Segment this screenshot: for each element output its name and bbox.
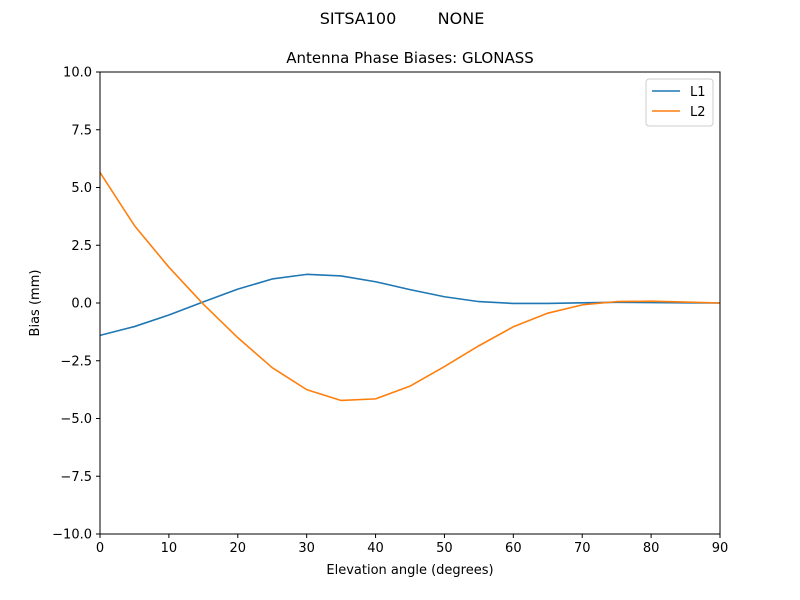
x-tick-label: 40	[367, 541, 384, 556]
x-tick-label: 10	[161, 541, 178, 556]
y-tick-label: 0.0	[71, 297, 92, 312]
x-tick-label: 60	[505, 541, 522, 556]
legend-label-l2: L2	[690, 105, 706, 120]
y-axis-label: Bias (mm)	[28, 270, 43, 337]
figure-suptitle-right: NONE	[438, 9, 485, 28]
legend-label-l1: L1	[690, 85, 706, 100]
y-tick-label: −5.0	[60, 412, 92, 427]
series-line-l2	[99, 172, 721, 402]
x-tick-label: 80	[643, 541, 660, 556]
y-tick-label: 5.0	[71, 181, 92, 196]
y-tick-label: −10.0	[52, 528, 92, 543]
x-axis-label: Elevation angle (degrees)	[326, 563, 493, 578]
figure-suptitle-left: SITSA100	[320, 9, 397, 28]
x-tick-label: 20	[230, 541, 247, 556]
x-tick-label: 30	[298, 541, 315, 556]
y-tick-label: 10.0	[63, 66, 92, 81]
x-axis: 0 10 20 30 40 50 60 70 80 90	[96, 534, 728, 556]
x-tick-label: 90	[712, 541, 729, 556]
series-layer	[99, 172, 721, 402]
x-tick-label: 70	[574, 541, 591, 556]
chart-title: Antenna Phase Biases: GLONASS	[286, 49, 534, 67]
x-tick-label: 0	[96, 541, 104, 556]
y-axis: −10.0 −7.5 −5.0 −2.5 0.0 2.5 5.0 7.5 10.0	[52, 66, 100, 543]
y-tick-label: −2.5	[60, 354, 92, 369]
y-tick-label: 2.5	[71, 239, 92, 254]
y-tick-label: −7.5	[60, 470, 92, 485]
y-tick-label: 7.5	[71, 123, 92, 138]
x-tick-label: 50	[436, 541, 453, 556]
series-line-l1	[99, 273, 721, 337]
